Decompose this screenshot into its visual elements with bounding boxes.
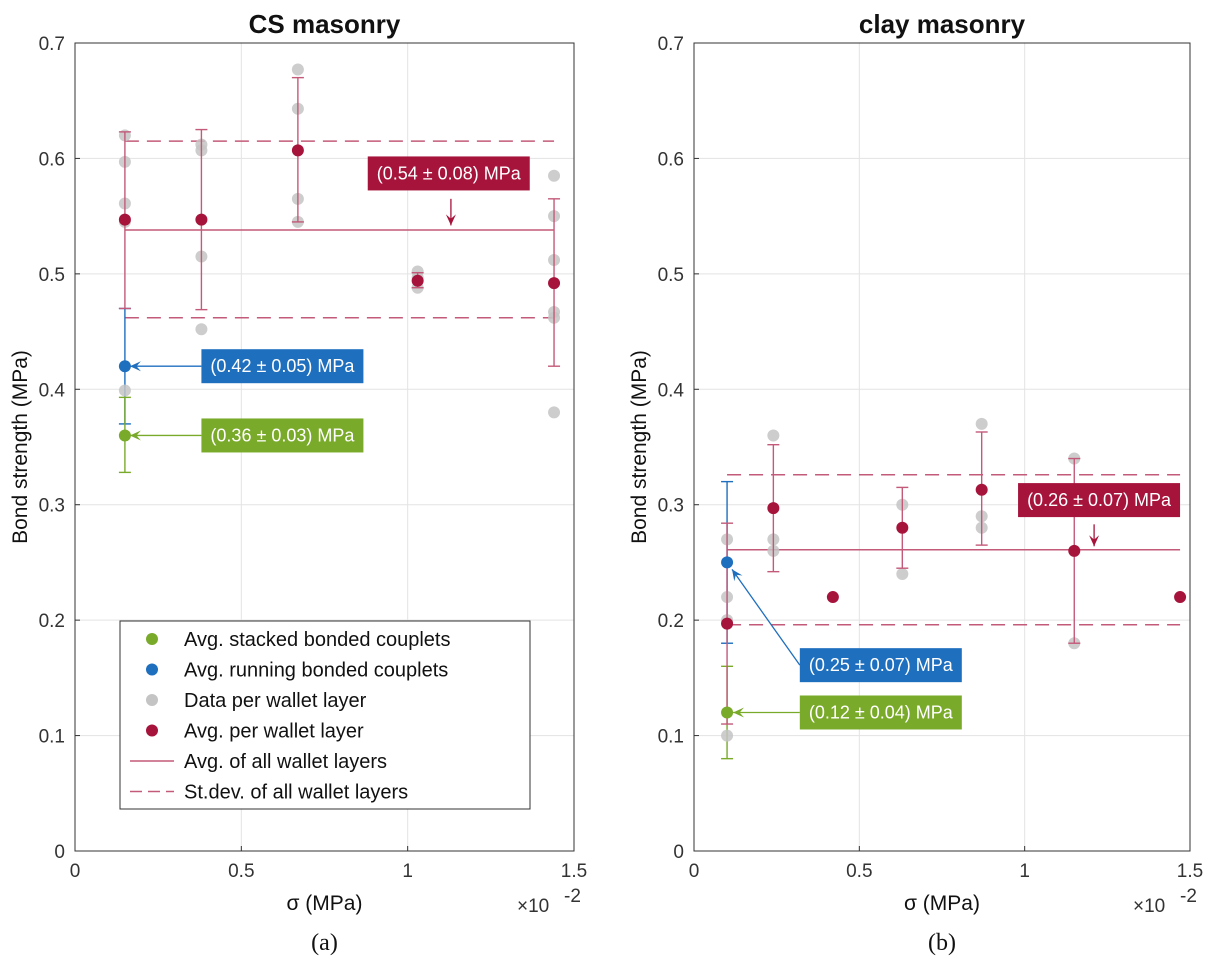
data-point <box>767 429 780 442</box>
layer-avg-point <box>411 274 424 287</box>
annotation-label: (0.12 ± 0.04) MPa <box>809 702 954 722</box>
running-avg-point <box>721 556 734 569</box>
x-axis-label: σ (MPa) <box>287 892 363 915</box>
x-multiplier-exponent: -2 <box>1180 886 1197 907</box>
annotation-label: (0.42 ± 0.05) MPa <box>210 356 355 376</box>
annotation-box <box>201 349 364 384</box>
annotation-label: (0.26 ± 0.07) MPa <box>1027 490 1172 510</box>
layer-avg-point <box>195 213 208 226</box>
x-tick-label: 1.5 <box>1177 861 1203 882</box>
legend-swatch-stacked <box>146 633 158 645</box>
data-point <box>548 169 561 182</box>
y-tick-label: 0.5 <box>658 265 684 286</box>
legend-label: St.dev. of all wallet layers <box>184 782 408 804</box>
chart-title: clay masonry <box>859 9 1026 39</box>
legend-label: Avg. of all wallet layers <box>184 751 387 773</box>
y-axis-label: Bond strength (MPa) <box>9 350 32 544</box>
x-tick-label: 1.5 <box>561 861 587 882</box>
x-tick-label: 0 <box>689 861 700 882</box>
legend-label: Avg. per wallet layer <box>184 721 364 743</box>
y-tick-label: 0.2 <box>658 611 684 632</box>
y-tick-label: 0.6 <box>39 149 65 170</box>
y-tick-label: 0.5 <box>39 265 65 286</box>
data-point <box>291 63 304 76</box>
y-tick-label: 0.4 <box>39 380 66 401</box>
x-tick-label: 0.5 <box>228 861 254 882</box>
y-tick-label: 0.1 <box>658 727 684 748</box>
chart-title: CS masonry <box>249 9 401 39</box>
y-tick-label: 0.4 <box>658 380 685 401</box>
layer-avg-point <box>767 502 780 515</box>
stacked-avg-point <box>721 706 734 719</box>
annotation-box <box>367 156 530 191</box>
legend-swatch-avg <box>146 724 158 737</box>
annotation-arrowhead <box>129 361 141 372</box>
y-tick-label: 0.1 <box>39 727 65 748</box>
axes-frame <box>693 42 1191 852</box>
x-tick-label: 0 <box>70 861 81 882</box>
legend-label: Avg. running bonded couplets <box>184 660 448 682</box>
annotation-arrowhead <box>129 430 141 441</box>
data-point <box>721 729 734 742</box>
legend-swatch-data <box>146 694 158 706</box>
annotation-label: (0.25 ± 0.07) MPa <box>809 655 954 675</box>
y-tick-label: 0.2 <box>39 611 65 632</box>
y-tick-label: 0 <box>54 842 65 863</box>
x-tick-label: 1 <box>1019 861 1030 882</box>
data-point <box>118 384 131 397</box>
data-point <box>195 323 208 336</box>
x-multiplier-exponent: -2 <box>564 886 581 907</box>
y-tick-label: 0.7 <box>658 34 684 55</box>
data-point <box>896 567 909 580</box>
layer-avg-point <box>721 617 734 630</box>
annotation-arrowhead <box>733 707 745 718</box>
annotation-box <box>799 695 962 730</box>
x-tick-label: 1 <box>402 861 413 882</box>
y-tick-label: 0 <box>673 842 684 863</box>
legend-label: Avg. stacked bonded couplets <box>184 629 450 651</box>
layer-avg-point <box>826 591 839 604</box>
annotation-label: (0.36 ± 0.03) MPa <box>210 425 355 445</box>
stacked-avg-point <box>118 429 131 442</box>
running-avg-point <box>118 360 131 373</box>
legend: Avg. stacked bonded couplets Avg. running… <box>119 620 531 810</box>
layer-avg-point <box>118 213 131 226</box>
annotation-arrowhead <box>445 214 456 226</box>
layer-avg-point <box>975 483 988 496</box>
panel-caption: (b) <box>928 930 956 956</box>
axes-frame <box>74 42 575 852</box>
x-multiplier: ×10 <box>1133 896 1165 917</box>
legend-box <box>119 620 531 810</box>
x-tick-label: 0.5 <box>846 861 872 882</box>
layer-avg-point <box>548 277 561 290</box>
layer-avg-point <box>1068 544 1081 557</box>
x-axis-label: σ (MPa) <box>904 892 980 915</box>
legend-swatch-running <box>146 663 158 676</box>
annotation-box <box>201 418 364 453</box>
legend-label: Data per wallet layer <box>184 690 367 712</box>
y-tick-label: 0.3 <box>658 496 684 517</box>
layer-avg-point <box>291 144 304 157</box>
y-tick-label: 0.3 <box>39 496 65 517</box>
layer-avg-point <box>896 521 909 534</box>
annotation-label: (0.54 ± 0.08) MPa <box>377 163 522 183</box>
layer-avg-point <box>1174 591 1187 604</box>
annotation-box <box>799 648 962 683</box>
y-tick-label: 0.7 <box>39 34 65 55</box>
chart-panel-a: 0 0.5 1 1.5 0 0.1 0.2 0.3 0.4 0.5 0.6 0.7 (0.54 ± 0.… <box>9 9 587 956</box>
data-point <box>548 406 561 419</box>
chart-panel-b: 0 0.5 1 1.5 0 0.1 0.2 0.3 0.4 0.5 0.6 0.7 (0.26 ± 0.… <box>628 9 1203 956</box>
annotation-arrowhead <box>732 569 743 582</box>
x-multiplier: ×10 <box>517 896 549 917</box>
annotation-arrow <box>731 568 801 666</box>
annotation-arrowhead <box>1089 535 1100 547</box>
data-point <box>975 417 988 430</box>
y-tick-label: 0.6 <box>658 149 684 170</box>
annotation-box <box>1018 483 1181 518</box>
panel-caption: (a) <box>311 930 338 956</box>
plot-area <box>694 43 1190 851</box>
y-axis-label: Bond strength (MPa) <box>628 350 651 544</box>
